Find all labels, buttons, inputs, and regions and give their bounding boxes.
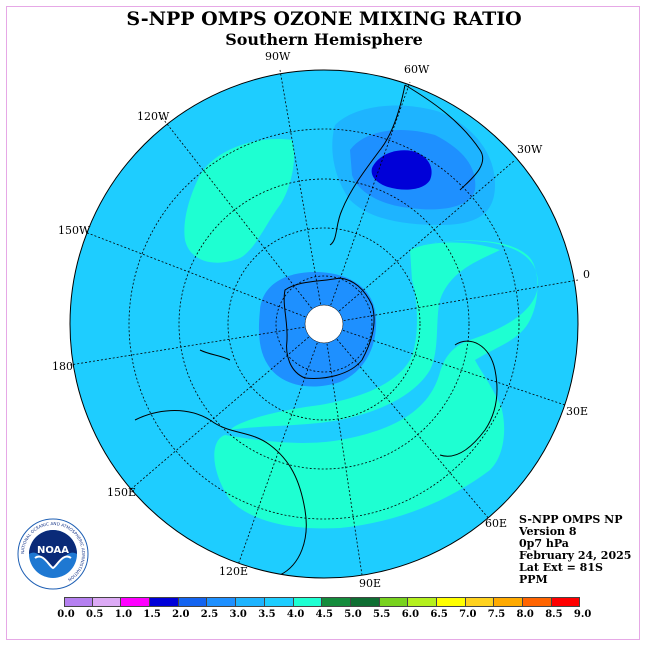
colorbar-cell	[178, 597, 208, 607]
colorbar-tick-label: 7.5	[487, 609, 506, 620]
colorbar-tick-label: 5.0	[344, 609, 362, 620]
lon-label-30e: 30E	[566, 405, 589, 418]
map-title: S-NPP OMPS OZONE MIXING RATIO	[126, 8, 522, 30]
colorbar-tick-label: 6.5	[430, 609, 448, 620]
lon-label-180: 180	[52, 360, 73, 373]
map-subtitle: Southern Hemisphere	[225, 30, 423, 49]
colorbar-cell	[92, 597, 122, 607]
info-lat-extent: Lat Ext = 81S	[519, 561, 603, 574]
lon-label-120w: 120W	[137, 110, 170, 123]
colorbar-cell	[408, 597, 437, 607]
colorbar-cell	[379, 597, 409, 607]
info-pressure: 0p7 hPa	[519, 537, 569, 550]
colorbar-cell	[207, 597, 237, 607]
colorbar-tick-label: 1.0	[114, 609, 133, 620]
colorbar	[64, 597, 581, 607]
colorbar-cell	[293, 597, 323, 607]
colorbar-tick-label: 3.5	[258, 609, 276, 620]
high-band-east	[214, 240, 538, 529]
colorbar-tick-label: 0.0	[57, 609, 75, 620]
lon-label-120e: 120E	[219, 565, 249, 578]
info-block: S-NPP OMPS NP Version 8 0p7 hPa February…	[519, 514, 631, 586]
high-band-west	[184, 139, 295, 263]
colorbar-cell	[494, 597, 523, 607]
noaa-text: NOAA	[37, 545, 69, 556]
colorbar-cell	[322, 597, 351, 607]
lon-label-60w: 60W	[404, 63, 430, 76]
colorbar-tick-label: 2.5	[200, 609, 219, 620]
lon-label-30w: 30W	[517, 143, 543, 156]
colorbar-tick-label: 4.0	[286, 609, 305, 620]
colorbar-cell	[436, 597, 466, 607]
colorbar-tick-label: 6.0	[401, 609, 420, 620]
lon-label-150w: 150W	[58, 224, 91, 237]
info-version: Version 8	[519, 525, 577, 538]
info-units: PPM	[519, 573, 548, 586]
low-region-min	[371, 150, 432, 190]
colorbar-tick-label: 2.0	[172, 609, 190, 620]
colorbar-tick-label: 4.5	[315, 609, 333, 620]
colorbar-cell	[523, 597, 552, 607]
colorbar-tick-label: 0.5	[85, 609, 104, 620]
graticule	[69, 69, 579, 576]
noaa-logo: NATIONAL OCEANIC AND ATMOSPHERIC ADMINIS…	[17, 518, 89, 590]
info-date: February 24, 2025	[519, 549, 632, 562]
colorbar-cell	[551, 597, 581, 607]
lon-label-150e: 150E	[107, 486, 137, 499]
polar-missing-data	[304, 304, 344, 344]
map-boundary	[69, 69, 579, 579]
lon-label-0: 0	[583, 268, 590, 281]
plot-frame	[6, 6, 640, 640]
colorbar-tick-label: 8.5	[545, 609, 563, 620]
info-instrument: S-NPP OMPS NP	[519, 513, 623, 526]
colorbar-cell	[236, 597, 265, 607]
colorbar-cell	[121, 597, 151, 607]
colorbar-cell	[150, 597, 179, 607]
high-band-east-inner	[230, 242, 500, 430]
lon-label-90e: 90E	[359, 577, 382, 590]
colorbar-cell	[264, 597, 294, 607]
colorbar-cell	[64, 597, 93, 607]
colorbar-tick-label: 9.0	[573, 609, 592, 620]
colorbar-tick-label: 1.5	[143, 609, 161, 620]
colorbar-tick-label: 5.5	[372, 609, 391, 620]
colorbar-tick-label: 7.0	[459, 609, 477, 620]
colorbar-cell	[350, 597, 380, 607]
colorbar-tick-label: 3.0	[229, 609, 247, 620]
colorbar-tick-label: 8.0	[516, 609, 534, 620]
lon-label-90w: 90W	[265, 50, 291, 63]
lon-label-60e: 60E	[485, 517, 508, 530]
colorbar-cell	[465, 597, 495, 607]
